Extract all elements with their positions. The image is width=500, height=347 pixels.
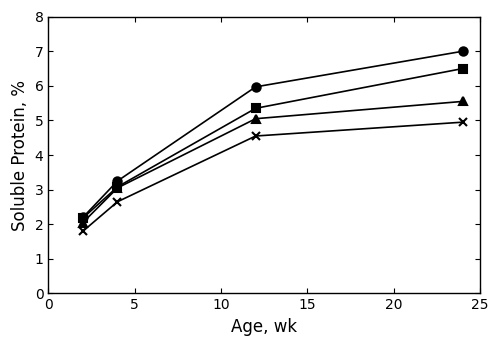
Y-axis label: Soluble Protein, %: Soluble Protein, % <box>11 79 29 230</box>
X-axis label: Age, wk: Age, wk <box>231 318 298 336</box>
